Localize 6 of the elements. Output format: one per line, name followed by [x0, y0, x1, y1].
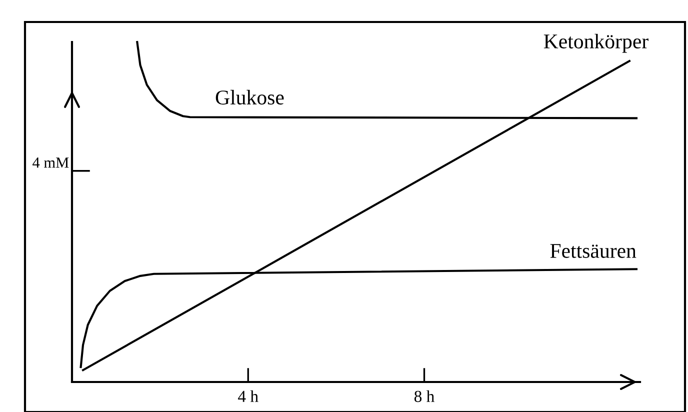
series-label: Ketonkörper [544, 34, 648, 53]
text: 4 mM [32, 158, 69, 168]
x-tick-label: 4 h [238, 390, 258, 402]
series-label: Glukose [216, 90, 284, 105]
series-label: Fettsäuren [550, 244, 636, 258]
x-tick-label: 8 h [414, 390, 434, 402]
